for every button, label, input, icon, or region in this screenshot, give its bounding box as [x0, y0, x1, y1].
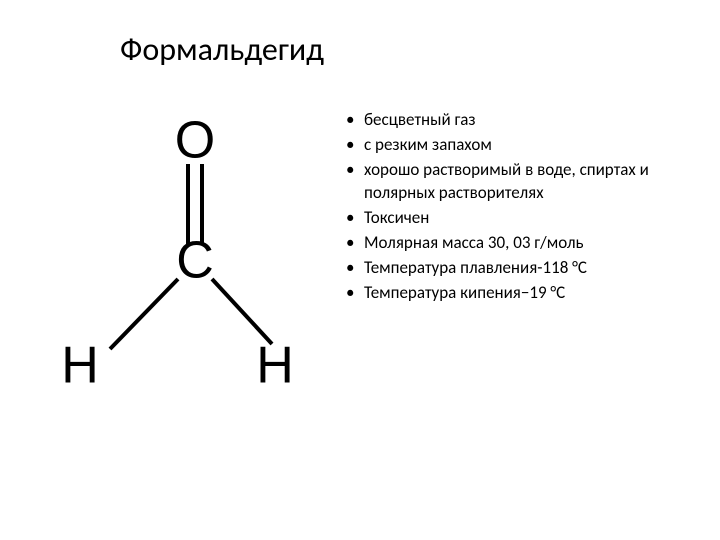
page-title: Формальдегид: [120, 30, 670, 69]
atom-label: H: [256, 337, 294, 389]
property-item: Молярная масса 30, 03 г/моль: [340, 232, 670, 255]
bond: [110, 279, 178, 349]
properties-panel: бесцветный газс резким запахомхорошо рас…: [340, 99, 670, 307]
property-item: Токсичен: [340, 207, 670, 230]
content-area: OCHH бесцветный газс резким запахомхорош…: [50, 99, 670, 389]
properties-list: бесцветный газс резким запахомхорошо рас…: [340, 109, 670, 305]
property-item: Температура кипения−19 °C: [340, 282, 670, 305]
atom-label: O: [175, 112, 215, 170]
property-item: хорошо растворимый в воде, спиртах и пол…: [340, 159, 670, 205]
molecule-svg: OCHH: [50, 99, 310, 389]
property-item: Температура плавления-118 °C: [340, 257, 670, 280]
atom-label: H: [61, 337, 99, 389]
molecule-diagram: OCHH: [50, 99, 310, 389]
property-item: бесцветный газ: [340, 109, 670, 132]
atom-label: C: [176, 232, 214, 290]
bond: [212, 279, 272, 344]
property-item: с резким запахом: [340, 134, 670, 157]
